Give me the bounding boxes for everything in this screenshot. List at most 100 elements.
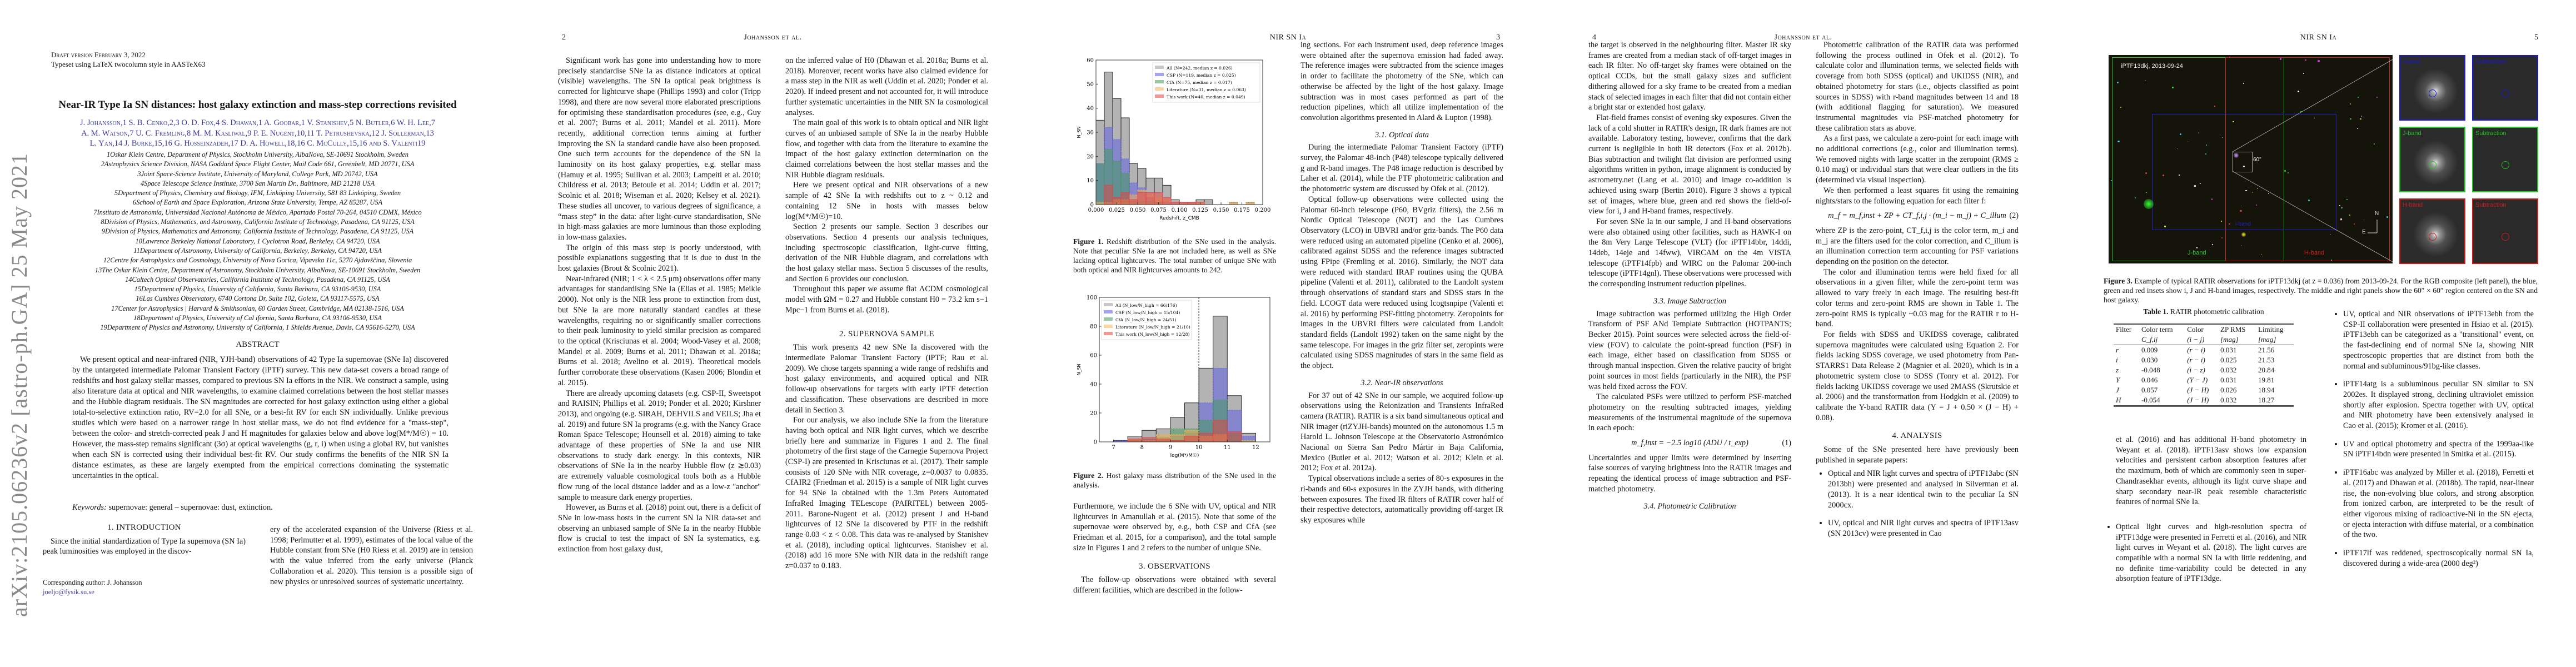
- table-1: Table 1. RATIR photometric calibration F…: [2114, 307, 2294, 407]
- table-cell: 0.057: [2141, 386, 2158, 394]
- table-cell: (r − i): [2187, 346, 2205, 354]
- author-line[interactable]: J. Johansson,1 S. B. Cenko,2,3 O. D. Fox…: [79, 118, 436, 127]
- figure-3-caption: Figure 3. Example of typical RATIR obser…: [2104, 276, 2538, 305]
- list-item: iPTF17lf was reddened, spectroscopically…: [2343, 548, 2534, 569]
- star: [2117, 82, 2119, 83]
- star: [2373, 143, 2375, 145]
- x-tick-label: 0.025: [1109, 207, 1125, 213]
- author-line[interactable]: A. M. Watson,7 U. C. Fremling,8 M. M. Ka…: [81, 128, 434, 138]
- page-2: 2 Johansson et al. Significant work has …: [515, 0, 1030, 667]
- intro-right-column: ery of the accelerated expansion of the …: [270, 525, 473, 587]
- star: [2211, 243, 2213, 245]
- paragraph: For our analysis, we also include SNe Ia…: [785, 416, 988, 571]
- paragraph: Optical follow-up observations were coll…: [1301, 195, 1503, 371]
- star: [2349, 214, 2351, 216]
- column-header: Limiting: [2258, 325, 2284, 334]
- rgb-composite-image: iPTF13dkj, 2013-09-24 60" J-band H-band …: [2109, 55, 2393, 263]
- j-band-field-outline: [2112, 57, 2284, 261]
- subsection-heading-image-subtraction: 3.3. Image Subtraction: [1653, 296, 1727, 306]
- abstract-heading: ABSTRACT: [236, 340, 280, 349]
- paragraph: As a first pass, we calculate a zero-poi…: [1816, 134, 2019, 185]
- paragraph: During the intermediate Palomar Transien…: [1301, 143, 1503, 194]
- column-subheader: [mag]: [2220, 335, 2239, 344]
- legend-box: [1152, 62, 1260, 103]
- keywords-label: Keywords:: [72, 503, 107, 512]
- star: [2229, 223, 2230, 225]
- page-3: NIR SN Ia 3 0.000 0.025 0.050 0.075 0.100 0.1…: [1030, 0, 1546, 667]
- star: [2176, 148, 2178, 149]
- section-heading-introduction: 1. INTRODUCTION: [107, 523, 181, 532]
- affiliation: 19Department of Physics and Astronomy, U…: [100, 323, 415, 332]
- equation-body: m_f,inst = −2.5 log10 (ADU / t_exp): [1631, 439, 1748, 448]
- star: [2240, 210, 2242, 212]
- right-column: UV, optical and NIR observations of iPTF…: [2331, 309, 2534, 576]
- figure-label: Figure 1.: [1073, 237, 1104, 246]
- figure-2-caption: Figure 2. Host galaxy mass distribution …: [1073, 471, 1276, 490]
- affiliation: 6School of Earth and Space Exploration, …: [132, 198, 383, 207]
- table-cell: 18.27: [2258, 396, 2275, 404]
- y-tick-label: 0: [1094, 440, 1097, 446]
- table-cell: i: [2116, 356, 2118, 364]
- y-tick-label: 60: [1087, 58, 1094, 64]
- star: [2314, 117, 2315, 119]
- paragraph: However, as Burns et al. (2018) point ou…: [558, 503, 761, 554]
- x-axis-label: log(M*/M☉): [1170, 453, 1199, 459]
- figure-1-redshift-histogram: 0.000 0.025 0.050 0.075 0.100 0.125 0.150 0.175…: [1077, 58, 1270, 222]
- x-tick-label: 0.100: [1172, 207, 1188, 213]
- section-heading-observations: 3. OBSERVATIONS: [1139, 561, 1210, 571]
- composite-label: iPTF13dkj, 2013-09-24: [2121, 63, 2183, 69]
- y-tick-label: 20: [1087, 154, 1094, 160]
- star: [2198, 132, 2199, 133]
- paragraph: The main goal of this work is to obtain …: [785, 118, 988, 180]
- legend-entry: Literature (N=31, median z = 0.063): [1167, 87, 1246, 92]
- equation-1: m_f,inst = −2.5 log10 (ADU / t_exp) (1): [1588, 438, 1791, 449]
- column-header: Color: [2187, 325, 2204, 334]
- sn-position-marker: [2502, 89, 2509, 97]
- paragraph: The follow-up observations were obtained…: [1073, 575, 1276, 595]
- right-column: ing sections. For each instrument used, …: [1301, 40, 1503, 526]
- table-row: Y 0.046 (Y − J) 0.031 19.81: [2114, 375, 2294, 385]
- star: [2240, 245, 2242, 246]
- affiliation: 11Department of Astronomy, University of…: [133, 246, 382, 255]
- star: [2117, 140, 2120, 143]
- star: [2350, 118, 2351, 120]
- star: [2386, 216, 2389, 218]
- inset-label: Subtraction: [2475, 130, 2507, 137]
- column-header: Color term: [2141, 325, 2173, 334]
- table-row: J 0.057 (J − H) 0.026 18.94: [2114, 385, 2294, 395]
- legend-box: [1101, 300, 1192, 340]
- star: [2245, 190, 2248, 192]
- inset-label: J-band: [2403, 130, 2421, 137]
- y-tick-label: 80: [1090, 324, 1097, 330]
- paragraph: We then performed a least squares fit us…: [1816, 186, 2019, 206]
- star: [2279, 58, 2282, 60]
- histogram-bar: [1162, 197, 1172, 205]
- compass-north: N: [2375, 211, 2379, 217]
- column-subheader: [2114, 335, 2139, 345]
- affiliation: 12Centre for Astrophysics and Cosmology,…: [103, 256, 412, 265]
- table-cell: (Y − J): [2187, 376, 2208, 384]
- star: [2251, 191, 2254, 193]
- star: [2194, 185, 2196, 187]
- author-line[interactable]: L. Yan,14 J. Burke,15,16 G. Hosseinzadeh…: [89, 139, 426, 148]
- paragraph: the target is observed in the neighbouri…: [1588, 41, 1791, 112]
- table-title: RATIR photometric calibration: [2170, 307, 2264, 316]
- bullet-list-continued: et al. (2016) and has additional H-band …: [2104, 435, 2306, 507]
- author-email-link[interactable]: joeljo@fysik.su.se: [43, 588, 94, 596]
- column-header: Filter: [2116, 325, 2132, 334]
- affiliation: 10Lawrence Berkeley National Laboratory,…: [135, 237, 380, 245]
- h-band-label: H-band: [2304, 250, 2325, 256]
- subtraction-inset-image: Subtraction: [2472, 55, 2538, 121]
- histogram-bar: [1095, 163, 1105, 205]
- star: [2297, 90, 2299, 92]
- histogram-bar: [1095, 202, 1105, 205]
- histogram-bar: [1170, 202, 1180, 205]
- star: [2358, 96, 2359, 98]
- star: [2220, 220, 2223, 222]
- zoom-region-box: [2233, 152, 2253, 172]
- table-cell: (J − H): [2187, 396, 2209, 404]
- subtraction-inset-image: Subtraction: [2472, 127, 2538, 192]
- histogram-bar: [1137, 192, 1147, 205]
- affiliation: 9Division of Physics, Mathematics and As…: [101, 227, 414, 236]
- column-subheader: [mag]: [2258, 335, 2276, 344]
